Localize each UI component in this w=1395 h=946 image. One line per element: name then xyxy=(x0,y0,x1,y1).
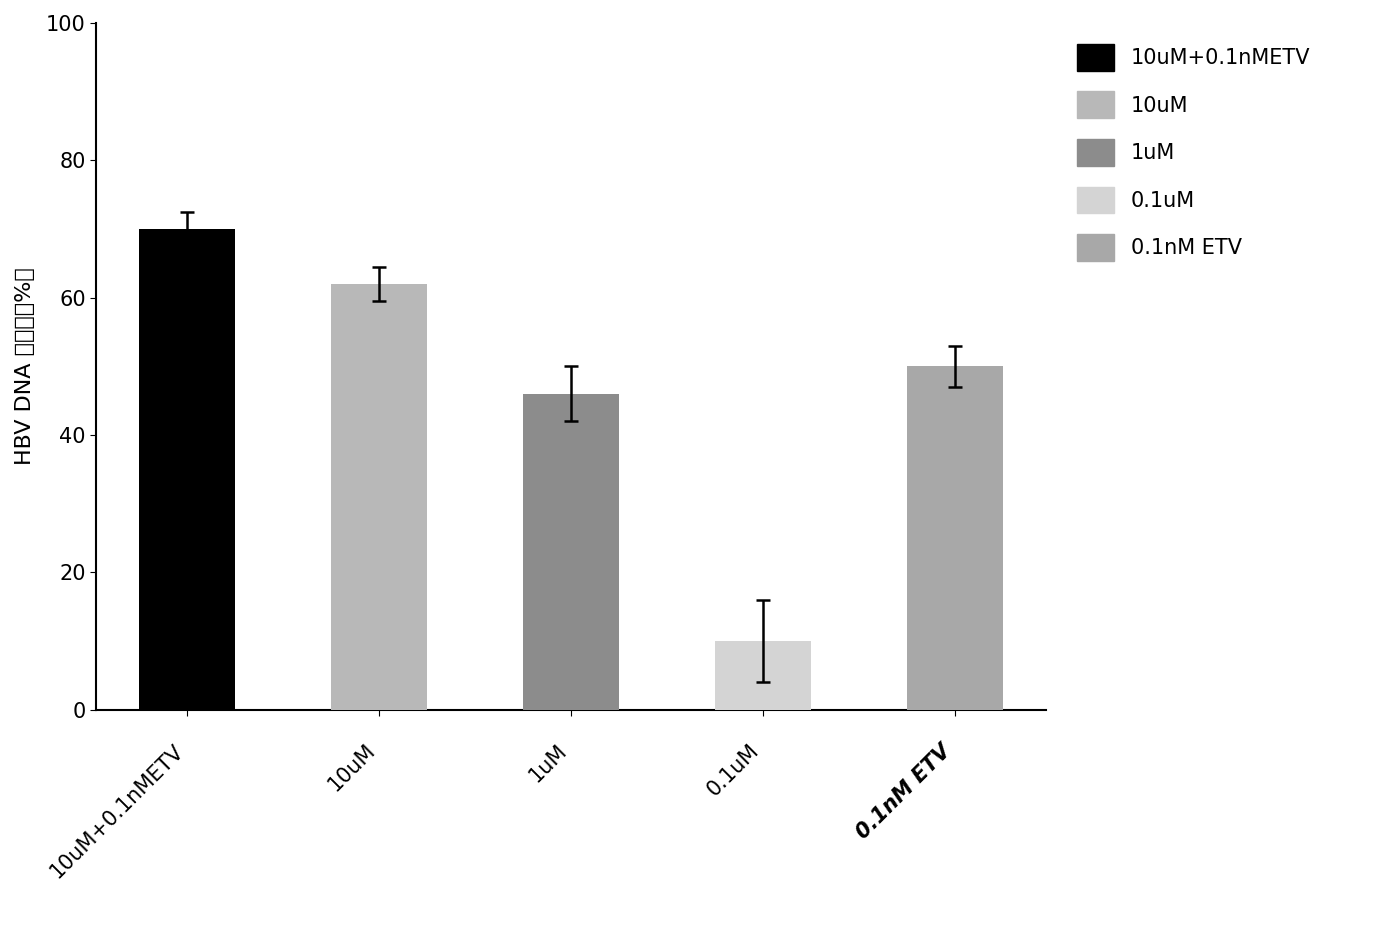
Text: 1uM: 1uM xyxy=(526,741,572,786)
Bar xyxy=(140,229,236,710)
Text: 0.1nM ETV: 0.1nM ETV xyxy=(852,741,956,843)
Text: 0.1uM: 0.1uM xyxy=(703,741,763,800)
Bar xyxy=(907,366,1003,710)
Bar xyxy=(523,394,619,710)
Y-axis label: HBV DNA 抑制率（%）: HBV DNA 抑制率（%） xyxy=(15,268,35,465)
Bar xyxy=(332,284,427,710)
Bar xyxy=(716,640,810,710)
Text: 10uM+0.1nMETV: 10uM+0.1nMETV xyxy=(46,741,187,882)
Legend: 10uM+0.1nMETV, 10uM, 1uM, 0.1uM, 0.1nM ETV: 10uM+0.1nMETV, 10uM, 1uM, 0.1uM, 0.1nM E… xyxy=(1066,33,1321,272)
Text: 10uM: 10uM xyxy=(325,741,379,796)
